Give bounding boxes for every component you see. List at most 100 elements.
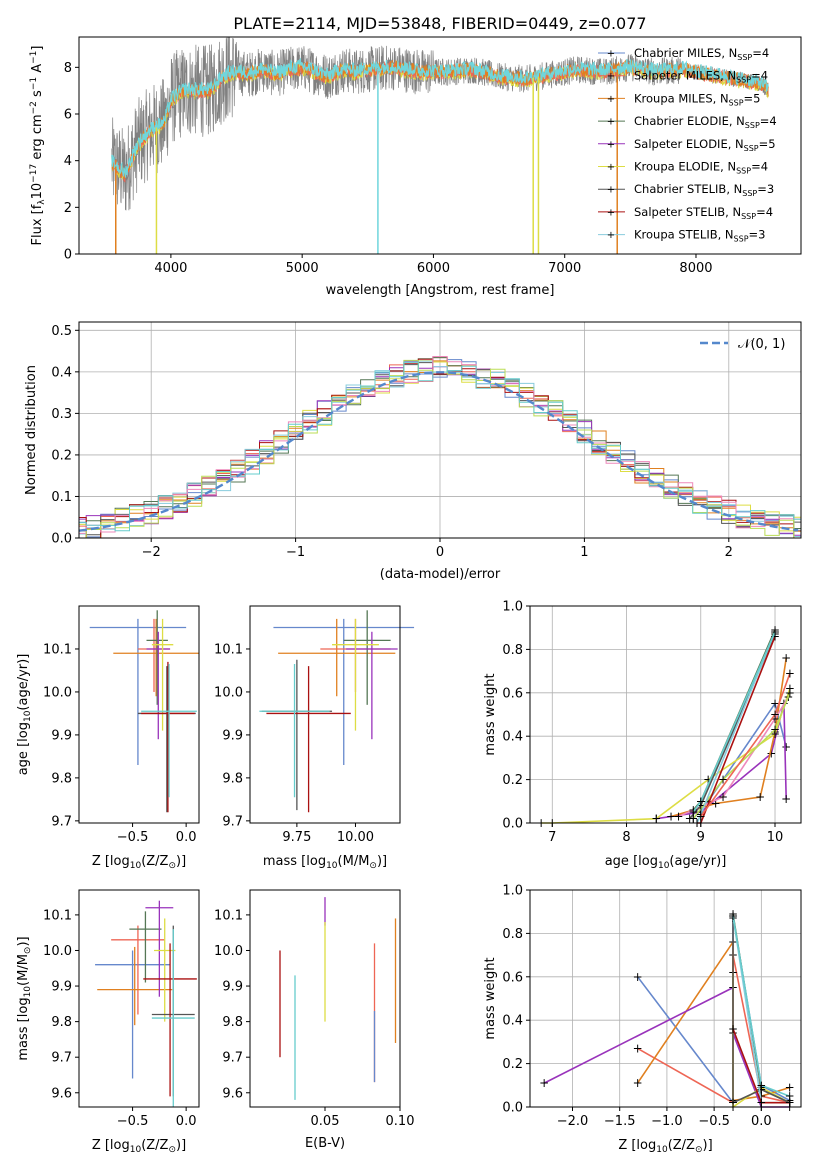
x-axis-label: age [log10(age/yr)]: [605, 854, 727, 871]
mass-weight-line: [732, 918, 791, 1104]
x-tick-label: 9.75: [282, 830, 311, 845]
axes-frame: [249, 605, 401, 824]
mass-weight-marker: +: [785, 1089, 795, 1103]
x-axis-label: Z [log10(Z/Z⊙)]: [92, 1138, 186, 1155]
y-tick-label: 9.7: [51, 814, 72, 829]
mass-weight-line: [692, 692, 791, 820]
mass-weight-marker: +: [718, 773, 728, 787]
legend-marker: +: [607, 185, 615, 196]
y-tick-label: 9.7: [51, 1051, 72, 1066]
mass-weight-marker: +: [770, 727, 780, 741]
legend-entry: Kroupa MILES, NSSP=5: [634, 91, 760, 107]
y-tick-label: 9.8: [222, 1015, 243, 1030]
x-tick-label: 0: [436, 545, 444, 560]
mass-weight-marker: +: [728, 907, 738, 921]
mass-weight-line: [732, 915, 790, 1097]
x-tick-label: 1: [580, 545, 588, 560]
y-tick-label: 9.8: [222, 771, 243, 786]
y-tick-label: 10.1: [43, 642, 72, 657]
legend-marker: +: [607, 117, 615, 128]
y-tick-label: 0: [64, 248, 72, 263]
mass-weight-marker: +: [785, 1093, 795, 1107]
x-tick-label: 4000: [154, 261, 187, 276]
y-tick-label: 0.2: [502, 773, 523, 788]
mass-weight-marker: +: [685, 812, 695, 826]
mass-weight-line: [636, 915, 791, 1106]
mass-weight-marker: +: [688, 805, 698, 819]
x-tick-label: 9: [697, 830, 705, 845]
mass-weight-marker: +: [756, 1083, 766, 1097]
legend-entry: Chabrier MILES, NSSP=4: [634, 46, 769, 62]
x-tick-label: 0.0: [176, 830, 197, 845]
y-tick-label: 6: [64, 108, 72, 123]
legend-entry: Salpeter STELIB, NSSP=4: [634, 205, 773, 221]
mass-weight-marker: +: [728, 1096, 738, 1110]
y-tick-label: 10.0: [43, 944, 72, 959]
x-tick-label: 8000: [679, 261, 712, 276]
x-tick-label: −2.0: [557, 1114, 589, 1129]
mass-weight-line: [732, 1028, 790, 1104]
x-tick-label: 8: [622, 830, 630, 845]
legend-marker: +: [607, 230, 615, 241]
y-tick-label: 0.5: [51, 324, 72, 339]
mass-weight-marker: +: [785, 1096, 795, 1110]
y-tick-label: 4: [64, 154, 72, 169]
x-tick-label: −0.5: [117, 830, 149, 845]
legend-marker: +: [607, 94, 615, 105]
y-tick-label: 9.8: [51, 1015, 72, 1030]
x-tick-label: 5000: [286, 261, 319, 276]
mass-weight-marker: +: [666, 809, 676, 823]
x-tick-label: 2: [725, 545, 733, 560]
y-tick-label: 9.7: [222, 814, 243, 829]
x-tick-label: 10: [767, 830, 784, 845]
legend-marker: +: [607, 49, 615, 60]
x-tick-label: −1.5: [604, 1114, 636, 1129]
x-tick-label: 7: [548, 830, 556, 845]
mass-weight-marker: +: [633, 970, 643, 984]
mass-weight-marker: +: [718, 790, 728, 804]
x-axis-label: Z [log10(Z/Z⊙)]: [618, 1138, 712, 1155]
y-axis-label: Flux [fλ10−17 erg cm−2 s−1 A−1]: [29, 46, 47, 246]
axes-frame: [529, 889, 802, 1108]
y-tick-label: 1.0: [502, 884, 523, 899]
normal-reference-curve: [79, 371, 799, 532]
mass-weight-marker: +: [633, 1041, 643, 1055]
y-tick-label: 0.4: [502, 730, 523, 745]
y-tick-label: 0.6: [502, 970, 523, 985]
mass-weight-marker: +: [785, 1080, 795, 1094]
y-tick-label: 0.0: [502, 1101, 523, 1116]
legend-entry: Chabrier ELODIE, NSSP=4: [634, 114, 777, 130]
y-tick-label: 10.0: [43, 685, 72, 700]
mass-weight-marker: +: [696, 805, 706, 819]
mass-weight-marker: +: [785, 686, 795, 700]
mass-weight-marker: +: [785, 666, 795, 680]
mass-weight-marker: +: [703, 773, 713, 787]
x-axis-label: Z [log10(Z/Z⊙)]: [92, 854, 186, 871]
age-vs-metallicity-plot: −0.5 0.0 9.7 9.8 9.9 10.0 10.1 Z [log10(Z/Z⊙)] a…: [16, 605, 200, 871]
mass-weight-marker: +: [766, 747, 776, 761]
weight-vs-age-plot: +++++ ++++++ ++++ + ++++++++++++++++++++++++…: [483, 600, 802, 871]
legend-entry: Salpeter ELODIE, NSSP=5: [634, 137, 776, 153]
residual-histogram-series: [79, 361, 801, 532]
mass-weight-marker: +: [756, 1089, 766, 1103]
mass-weight-marker: +: [756, 1096, 766, 1110]
mass-weight-marker: +: [785, 681, 795, 695]
y-tick-label: 9.9: [222, 728, 243, 743]
mass-weight-line: [700, 673, 791, 817]
x-tick-label: −2: [142, 545, 161, 560]
mass-weight-marker: +: [770, 629, 780, 643]
mass-weight-marker: +: [696, 799, 706, 813]
mass-weight-marker: +: [688, 803, 698, 817]
y-axis-label: Normed distribution: [24, 365, 39, 495]
mass-weight-marker: +: [728, 909, 738, 923]
legend-entry: Kroupa STELIB, NSSP=3: [634, 228, 765, 244]
y-tick-label: 9.8: [51, 771, 72, 786]
mass-weight-marker: +: [770, 625, 780, 639]
y-tick-label: 0.8: [502, 927, 523, 942]
figure-title: PLATE=2114, MJD=53848, FIBERID=0449, z=0…: [233, 14, 646, 33]
mass-weight-marker: +: [696, 809, 706, 823]
legend-entry: Kroupa ELODIE, NSSP=4: [634, 160, 768, 176]
spectrum-plot: 4000 5000 6000 7000 8000 0 2 4 6 8 wavelength [Ang…: [29, 36, 802, 298]
mass-weight-marker: +: [770, 712, 780, 726]
